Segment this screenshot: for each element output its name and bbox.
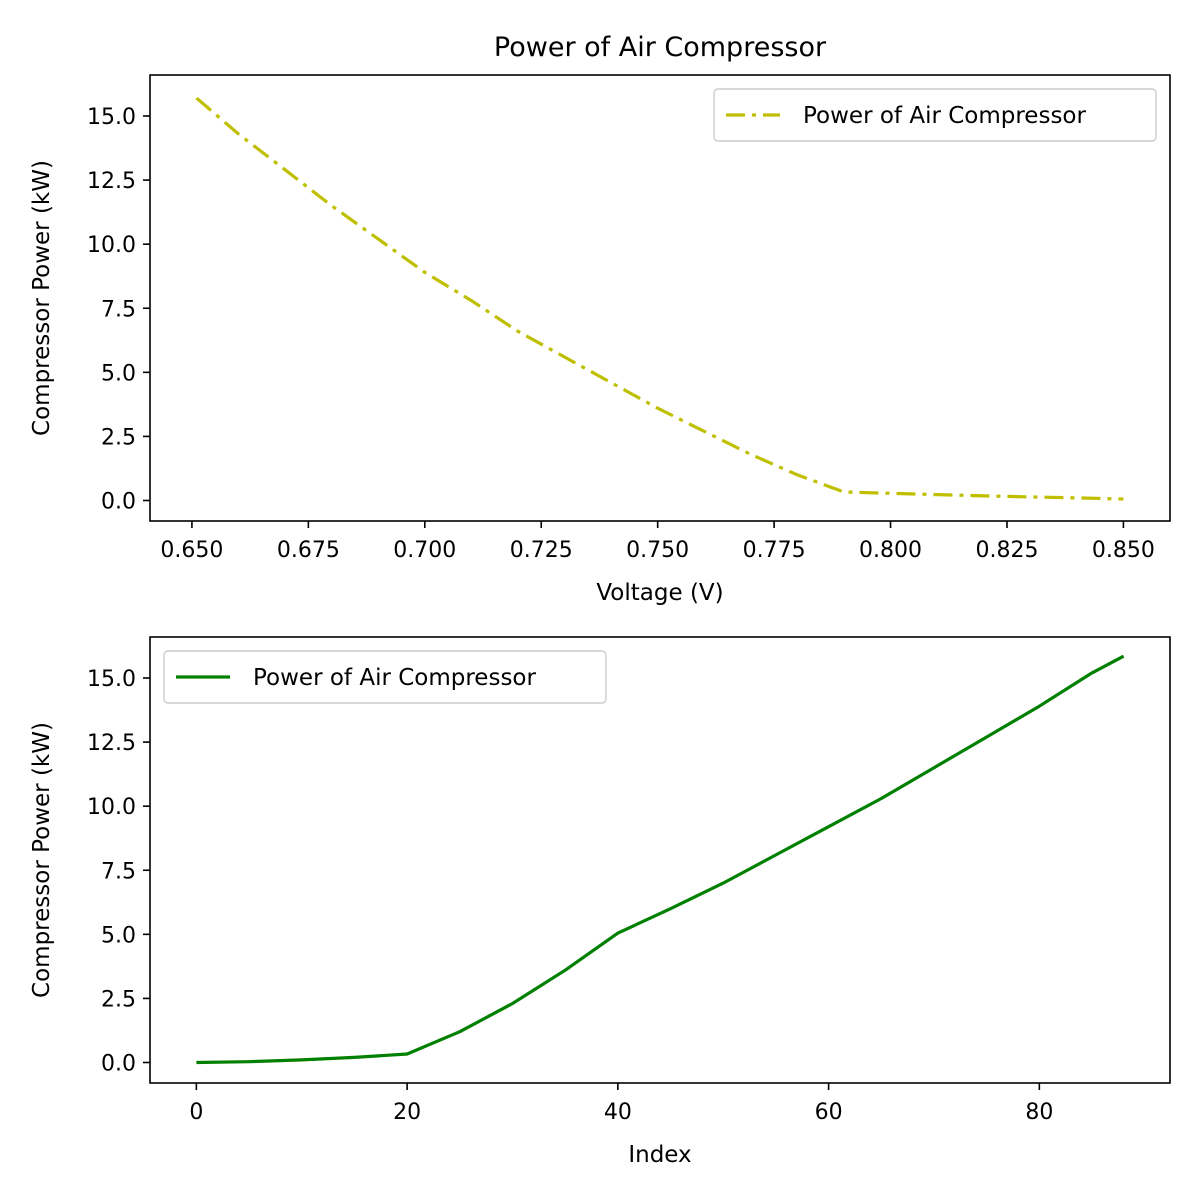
- x-tick-label: 0.650: [160, 538, 223, 563]
- y-tick-label: 0.0: [101, 1051, 136, 1076]
- x-tick-label: 60: [815, 1100, 843, 1125]
- y-tick-label: 5.0: [101, 923, 136, 948]
- legend: Power of Air Compressor: [713, 88, 1157, 142]
- legend: Power of Air Compressor: [163, 650, 607, 704]
- y-tick-label: 2.5: [101, 425, 136, 450]
- axes-frame: [149, 74, 1171, 522]
- y-tick-label: 12.5: [87, 731, 136, 756]
- y-axis-label: Compressor Power (kW): [29, 160, 55, 436]
- series-line: [195, 96, 1124, 501]
- x-tick-label: 20: [393, 1100, 421, 1125]
- top-chart-panel: 0.650 0.675 0.700 0.725 0.750 0.775 0.800 0.825…: [29, 74, 1171, 606]
- y-tick-label: 7.5: [101, 297, 136, 322]
- x-tick-label: 0.750: [626, 538, 689, 563]
- y-tick-label: 0.0: [101, 489, 136, 514]
- axes-frame: [149, 636, 1171, 1084]
- y-tick-label: 10.0: [87, 233, 136, 258]
- x-tick-label: 0.825: [975, 538, 1038, 563]
- y-tick-label: 2.5: [101, 987, 136, 1012]
- legend-box: [163, 650, 607, 704]
- x-axis-label: Index: [628, 1142, 691, 1168]
- x-tick-label: 0.725: [510, 538, 573, 563]
- legend-box: [713, 88, 1157, 142]
- x-tick-label: 0: [189, 1100, 203, 1125]
- chart-title: Power of Air Compressor: [494, 32, 827, 63]
- legend-label: Power of Air Compressor: [253, 665, 536, 691]
- y-tick-label: 15.0: [87, 667, 136, 692]
- x-tick-label: 0.675: [277, 538, 340, 563]
- y-tick-label: 7.5: [101, 859, 136, 884]
- bottom-chart-panel: 0 20 40 60 80 0.0 2.5 5.0 7.5 10.0 12.5 15.0 Index Co…: [29, 636, 1171, 1168]
- x-tick-label: 80: [1025, 1100, 1053, 1125]
- y-tick-label: 5.0: [101, 361, 136, 386]
- legend-label: Power of Air Compressor: [803, 103, 1086, 129]
- y-tick-label: 12.5: [87, 169, 136, 194]
- x-tick-label: 0.700: [393, 538, 456, 563]
- x-tick-label: 40: [604, 1100, 632, 1125]
- x-axis-label: Voltage (V): [596, 580, 723, 606]
- x-tick-label: 0.775: [743, 538, 806, 563]
- series-line: [196, 654, 1125, 1065]
- y-tick-label: 15.0: [87, 105, 136, 130]
- y-tick-label: 10.0: [87, 795, 136, 820]
- x-tick-label: 0.850: [1092, 538, 1155, 563]
- y-axis-label: Compressor Power (kW): [29, 722, 55, 998]
- x-tick-label: 0.800: [859, 538, 922, 563]
